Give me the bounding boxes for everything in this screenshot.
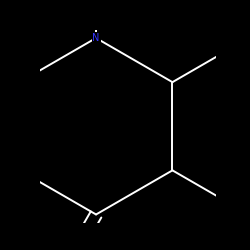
Text: N: N <box>92 33 100 43</box>
